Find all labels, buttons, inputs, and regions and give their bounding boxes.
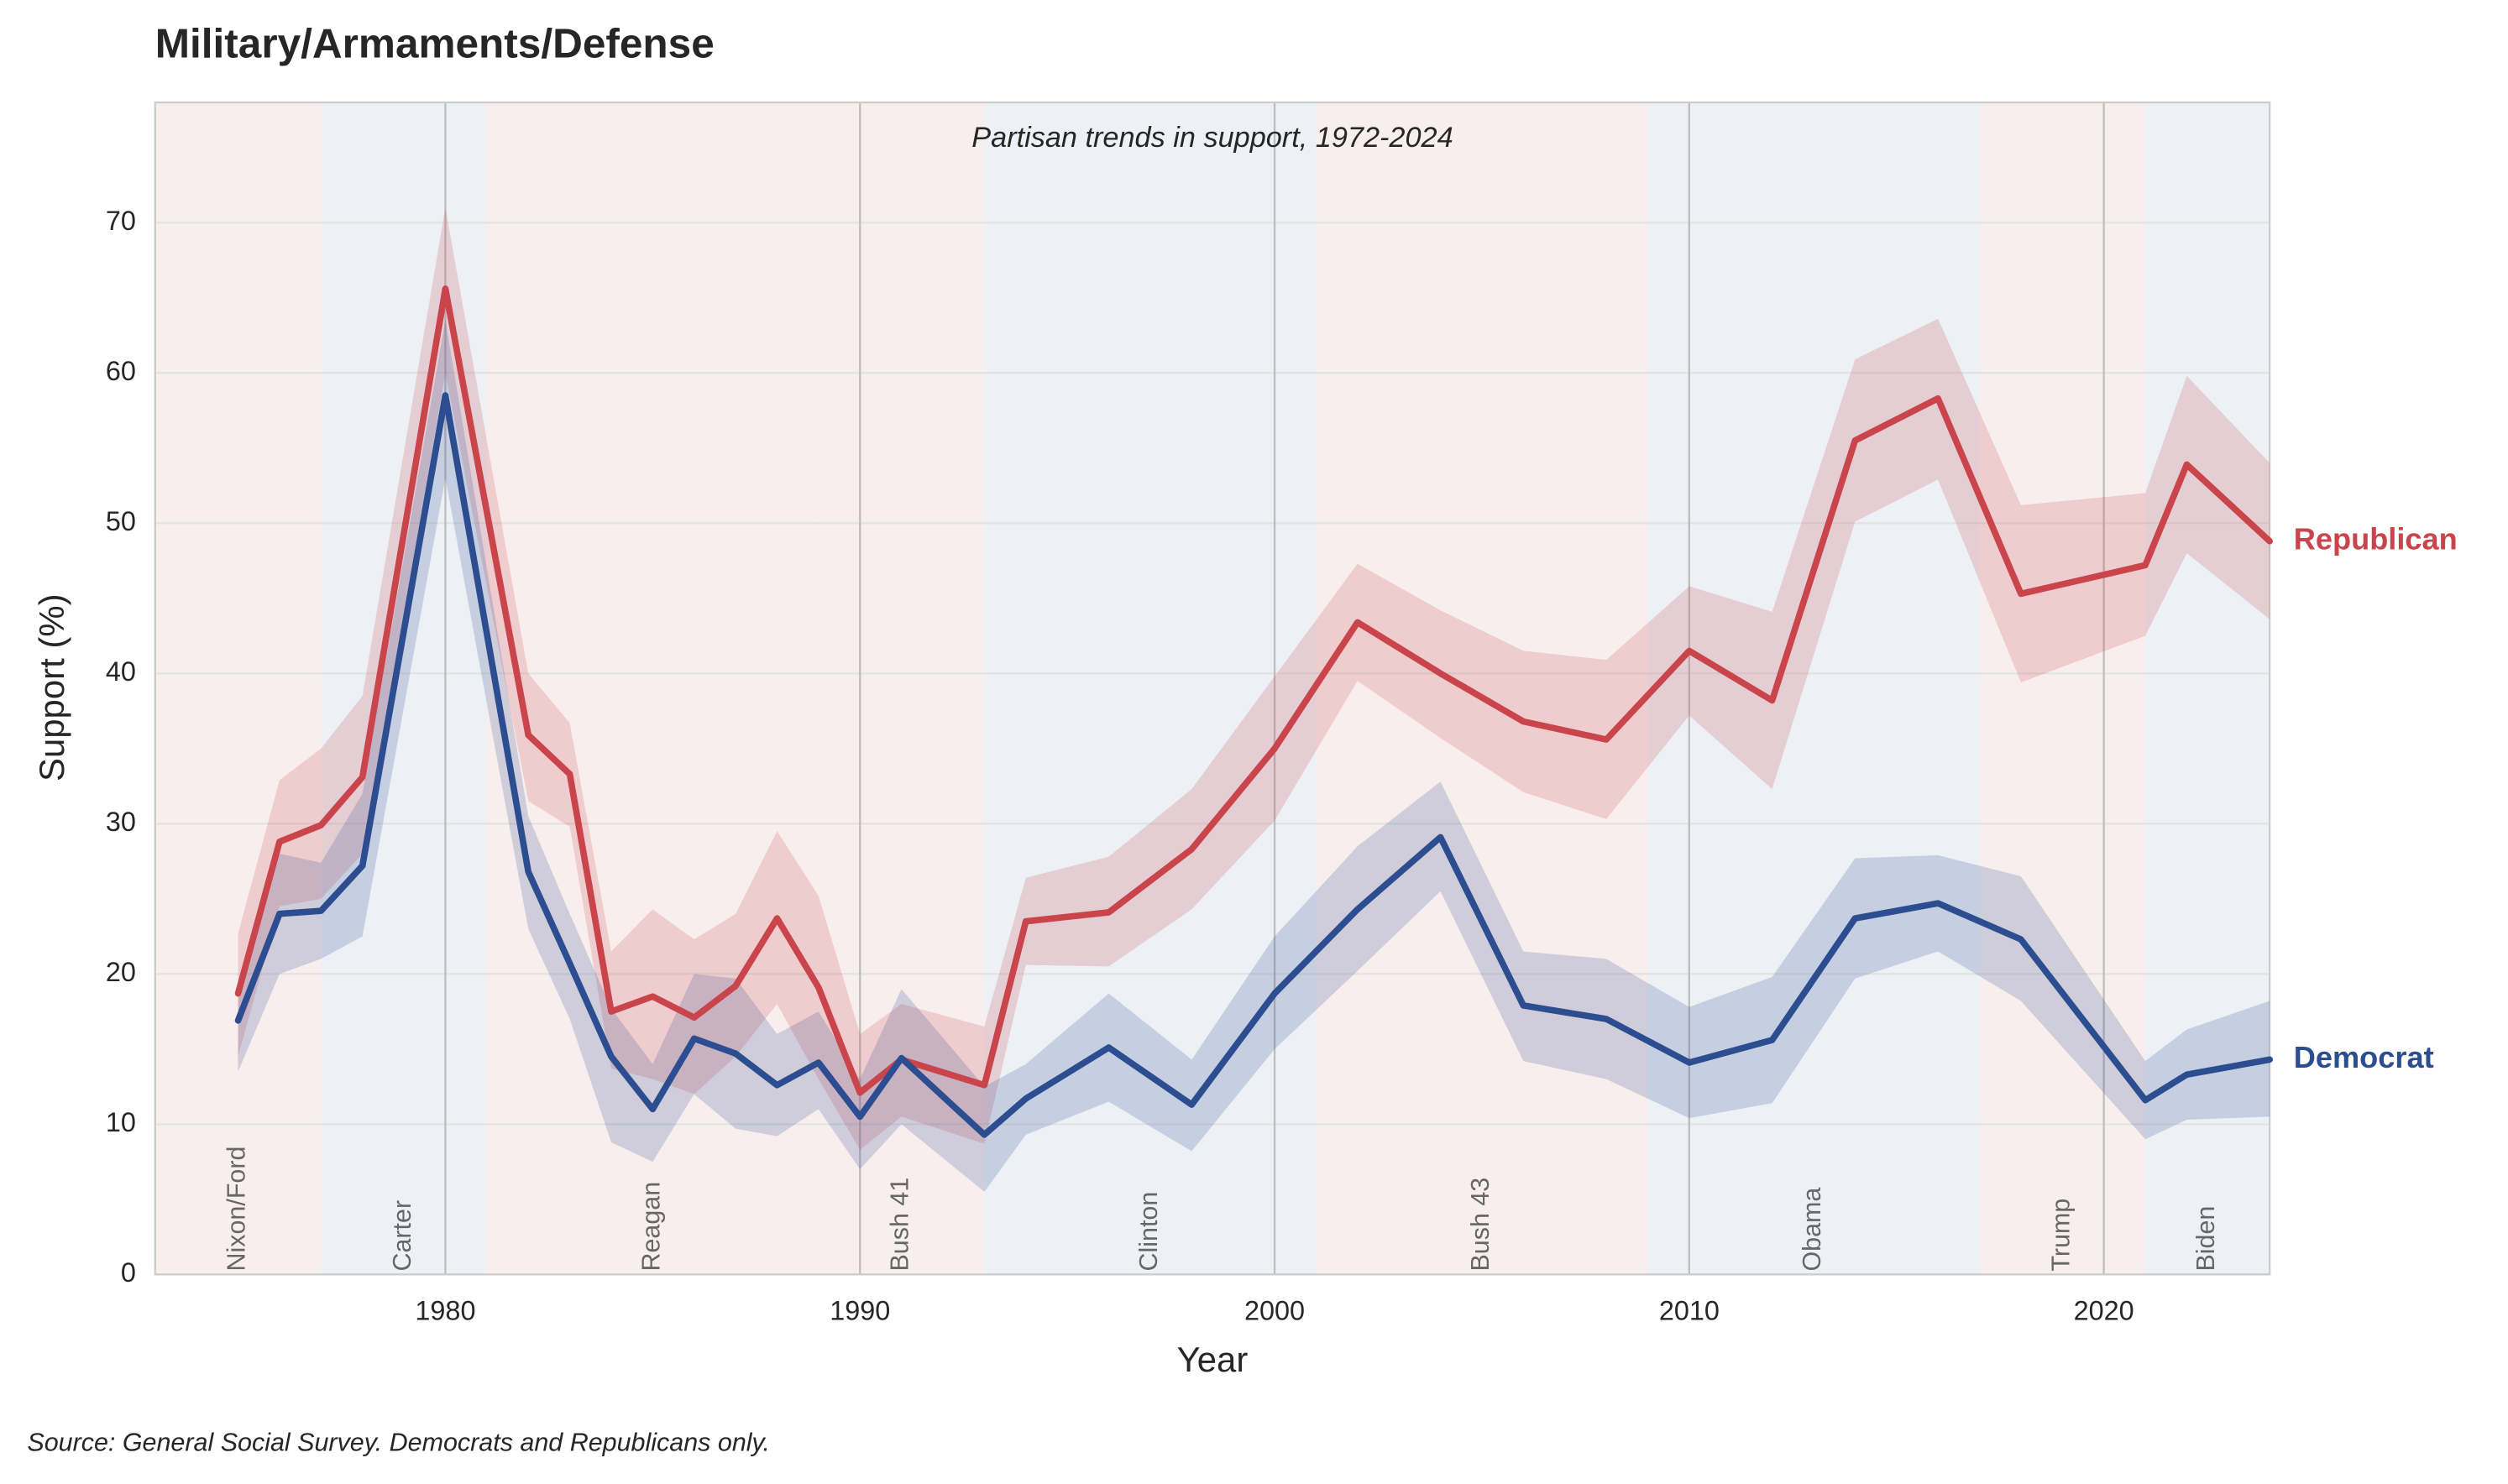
period-label: Nixon/Ford <box>223 1147 251 1272</box>
chart-title: Military/Armaments/Defense <box>155 20 715 66</box>
x-tick-label: 1980 <box>415 1296 475 1326</box>
period-band <box>1316 102 1648 1275</box>
chart-subtitle: Partisan trends in support, 1972-2024 <box>971 122 1453 154</box>
period-label: Bush 41 <box>886 1178 914 1272</box>
x-axis-label: Year <box>1177 1340 1249 1379</box>
labels-layer: Nixon/Ford Carter Reagan Bush 41 Clinton Bush… <box>106 206 2458 1326</box>
period-label: Trump <box>2046 1199 2075 1272</box>
y-tick-label: 10 <box>106 1107 136 1137</box>
y-tick-label: 60 <box>106 356 136 386</box>
y-tick-label: 70 <box>106 206 136 236</box>
period-label: Reagan <box>636 1182 665 1272</box>
x-tick-label: 2020 <box>2074 1296 2134 1326</box>
y-tick-label: 50 <box>106 506 136 536</box>
period-band <box>1979 102 2146 1275</box>
period-band <box>321 102 487 1275</box>
plot-frame <box>154 101 2271 1276</box>
x-tick-label: 1990 <box>830 1296 890 1326</box>
y-axis-label: Support (%) <box>32 593 71 781</box>
x-tick-label: 2000 <box>1244 1296 1305 1326</box>
period-label: Clinton <box>1134 1192 1163 1272</box>
series-line <box>234 285 2273 1096</box>
period-band <box>486 102 819 1275</box>
marks-layer <box>234 207 2273 1192</box>
period-band <box>1647 102 1980 1275</box>
y-tick-label: 30 <box>106 807 136 837</box>
period-label: Obama <box>1798 1188 1826 1272</box>
period-label: Biden <box>2191 1206 2220 1272</box>
period-band <box>2145 102 2270 1275</box>
period-band <box>154 102 322 1275</box>
source-note: Source: General Social Survey. Democrats… <box>27 1428 770 1456</box>
period-label: Carter <box>388 1200 416 1272</box>
x-tick-label: 2010 <box>1659 1296 1720 1326</box>
period-label: Bush 43 <box>1466 1178 1495 1272</box>
series-end-label: Democrat <box>2294 1040 2434 1074</box>
y-tick-label: 20 <box>106 957 136 987</box>
series-line <box>234 392 2273 1138</box>
confidence-band <box>238 207 2270 1150</box>
y-tick-label: 40 <box>106 656 136 687</box>
series-end-label: Republican <box>2294 521 2458 556</box>
y-tick-label: 0 <box>121 1257 136 1288</box>
